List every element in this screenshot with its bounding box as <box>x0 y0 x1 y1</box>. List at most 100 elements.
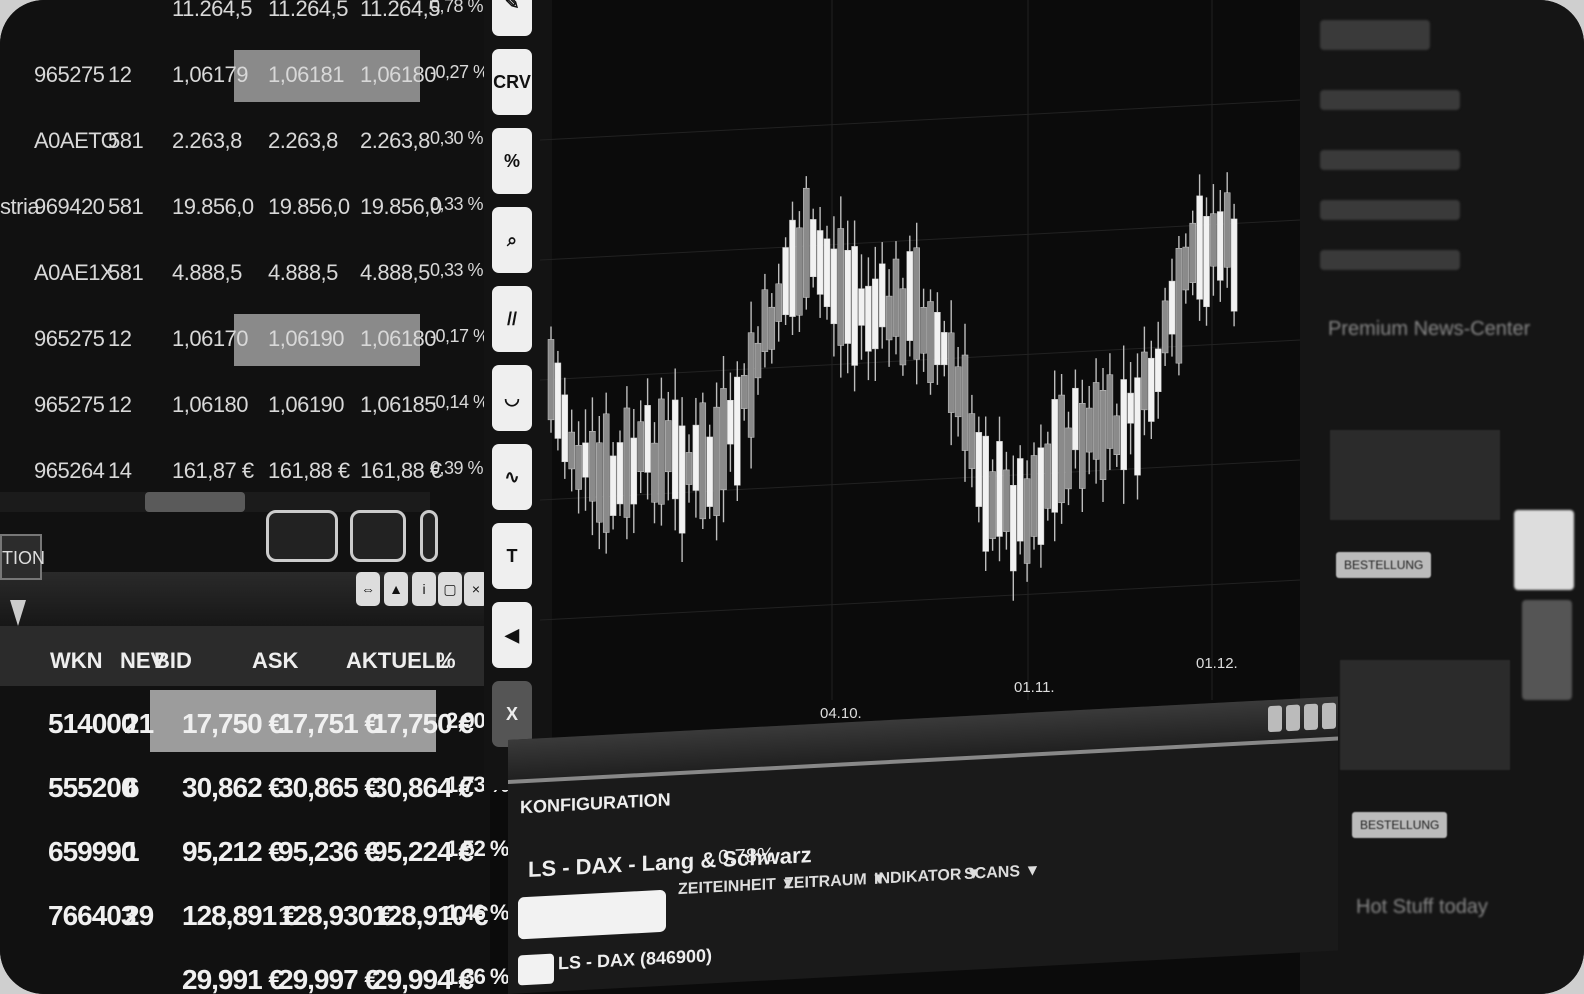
table-row[interactable]: 965275 12 1,06180 1,06190 1,06185 -0,14 % <box>0 376 490 436</box>
wave-icon[interactable]: ∿ <box>492 444 532 510</box>
dropdown-scans[interactable]: SCANS ▼ <box>964 862 1041 884</box>
cell-ask: 2.263,8 <box>268 128 338 153</box>
candle-body <box>1141 351 1148 411</box>
table-row[interactable]: 11.264,5 11.264,5 11.264,5 0,78 % <box>0 0 490 40</box>
table-row[interactable]: 965275 12 1,06179 1,06181 1,06180 -0,27 % <box>0 46 490 106</box>
candle-body <box>547 339 555 421</box>
order-button[interactable]: BESTELLUNG <box>1336 552 1432 578</box>
candle-body <box>851 246 858 366</box>
config-label[interactable]: KONFIGURATION <box>520 789 671 818</box>
parallel-lines-icon[interactable]: // <box>492 286 532 352</box>
cell-bid: 11.264,5 <box>172 0 253 21</box>
col-aktuell[interactable]: AKTUELL <box>346 648 449 673</box>
candle-body <box>768 306 776 350</box>
table-row[interactable]: 555200 6 30,862 €30,865 €30,864 €1,73 % <box>0 754 509 820</box>
news-header-blur <box>1320 20 1430 50</box>
ad-banner[interactable] <box>1514 510 1574 590</box>
x-tick-label: 04.10. <box>820 705 862 722</box>
cell-wkn: 965275 <box>34 62 105 87</box>
table-row[interactable]: A0AE1X 581 4.888,5 4.888,5 4.888,5 0,33 % <box>0 244 490 304</box>
dropdown-label: ZEITEINHEIT <box>678 875 776 899</box>
hot-stuff-title: Hot Stuff today <box>1356 896 1488 918</box>
maximize-icon[interactable] <box>1286 704 1300 732</box>
minimize-icon[interactable] <box>1268 705 1282 733</box>
search-field[interactable] <box>518 889 666 940</box>
col-percent[interactable]: % <box>436 648 456 673</box>
cell-ask: 19.856,0 <box>268 194 350 219</box>
candle-body <box>1023 478 1031 564</box>
candle-body <box>961 354 969 451</box>
news-text-block-2 <box>1340 660 1510 770</box>
candle-body <box>706 436 713 507</box>
candle-body <box>947 332 955 413</box>
news-line-blur <box>1320 200 1460 220</box>
cell-bid: 30,862 € <box>182 772 284 803</box>
pencil-icon[interactable]: ✎ <box>492 0 532 36</box>
table-row[interactable]: 766403 29 128,891 €128,930 €128,910 €1,46 … <box>0 882 509 948</box>
col-wkn[interactable]: WKN <box>50 648 103 673</box>
candlestick-chart: 04.10. 01.11. 01.12. <box>540 0 1320 760</box>
checkbox[interactable] <box>518 953 554 986</box>
percent-icon[interactable]: % <box>492 128 532 194</box>
cell-n: 581 <box>108 260 144 285</box>
restore-icon[interactable] <box>1304 703 1318 731</box>
col-ask[interactable]: ASK <box>252 648 299 673</box>
news-line-blur <box>1320 150 1460 170</box>
table-row[interactable]: 965264 14 161,87 €161,88 €161,88 €0,39 % <box>0 442 490 502</box>
dropdown-label: SCANS <box>964 863 1021 884</box>
cell-ask: 1,06181 <box>268 62 345 87</box>
text-icon[interactable]: T <box>492 523 532 589</box>
candle-body <box>727 400 734 445</box>
cell-akt: 1,06185 <box>360 392 437 417</box>
cell-ask: 17,751 € <box>278 708 380 739</box>
col-nev[interactable]: NEV <box>120 648 166 673</box>
cell-n: 14 <box>108 458 132 483</box>
cell-akt: 1,06180 <box>360 62 437 87</box>
arc-icon[interactable]: ◡ <box>492 365 532 431</box>
table-row[interactable]: 29,991 €29,997 €29,994 €1,36 % <box>0 946 509 994</box>
scrollbar-thumb[interactable] <box>145 492 245 512</box>
cell-bid: 161,87 € <box>172 458 254 483</box>
mode-toggle-button[interactable] <box>266 510 338 562</box>
cell-wkn: A0AETO <box>34 128 118 153</box>
table-row[interactable]: 965275 12 1,06170 1,06190 1,06180 -0,17 % <box>0 310 490 370</box>
candle-body <box>575 445 582 490</box>
cell-akt: 4.888,5 <box>360 260 430 285</box>
info-icon[interactable]: i <box>412 572 436 606</box>
zoom-icon[interactable]: ⌕ <box>492 207 532 273</box>
dropdown-zeitraum[interactable]: ZEITRAUM ▼ <box>784 870 887 893</box>
table-row[interactable]: stria 969420 581 19.856,0 19.856,0 19.856,0 0,… <box>0 178 490 238</box>
crv-icon[interactable]: CRV <box>492 49 532 115</box>
candle-body <box>1148 357 1155 422</box>
tab-fragment[interactable]: TION <box>0 534 45 580</box>
home-icon[interactable]: ▲ <box>384 572 408 606</box>
cell-n: 581 <box>108 128 144 153</box>
col-bid[interactable]: BID <box>154 648 192 673</box>
candle-body <box>720 388 727 491</box>
window-icon[interactable]: ▢ <box>438 572 462 606</box>
collapse-triangle-icon[interactable] <box>10 600 26 626</box>
small-button[interactable] <box>420 510 438 562</box>
candle-body <box>1230 218 1238 312</box>
cell-wkn: 555200 <box>48 772 136 803</box>
candle-body <box>796 227 803 316</box>
candle-body <box>713 406 720 516</box>
table-row[interactable]: 514000 21 17,750 €17,751 €17,750 €2,90 % <box>0 690 509 756</box>
flag-button[interactable] <box>350 510 406 562</box>
candle-body <box>623 407 631 518</box>
horizontal-scrollbar[interactable] <box>0 492 430 512</box>
table-row[interactable]: 659990 1 95,212 €95,236 €95,224 €1,52 % <box>0 818 509 884</box>
resize-icon[interactable]: ⇔ <box>356 572 380 606</box>
close-icon[interactable] <box>1322 702 1336 730</box>
dropdown-zeiteinheit[interactable]: ZEITEINHEIT ▼ <box>678 874 797 899</box>
grid-line <box>540 99 1301 141</box>
candle-body <box>837 228 845 346</box>
speaker-icon[interactable]: ◀ <box>492 602 532 668</box>
candle-body <box>927 301 934 383</box>
close-icon[interactable]: X <box>492 681 532 747</box>
cell-n: 29 <box>124 900 154 931</box>
cell-n: 1 <box>124 836 140 867</box>
order-button-2[interactable]: BESTELLUNG <box>1352 812 1448 838</box>
candle-body <box>1058 394 1065 504</box>
table-row[interactable]: A0AETO 581 2.263,8 2.263,8 2.263,8 0,30 % <box>0 112 490 172</box>
